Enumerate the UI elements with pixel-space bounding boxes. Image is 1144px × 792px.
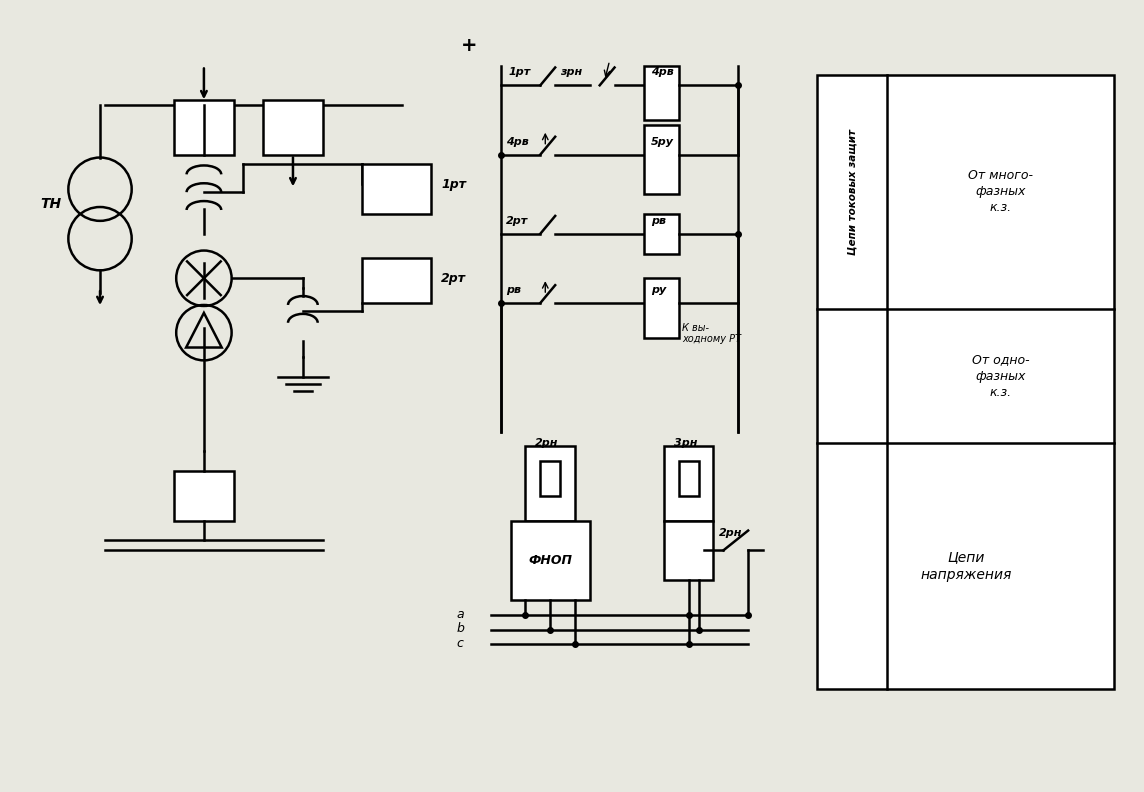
Bar (644, 125, 678, 194)
Bar (818, 75, 1114, 689)
Text: От много-
фазных
к.з.: От много- фазных к.з. (968, 169, 1033, 215)
Text: рв: рв (506, 285, 521, 295)
Bar (644, 278, 678, 337)
Bar (263, 100, 323, 154)
Text: 2рт: 2рт (506, 216, 527, 226)
Text: ру: ру (651, 285, 667, 295)
Text: Цепи токовых защит: Цепи токовых защит (847, 129, 857, 255)
Text: a: a (456, 607, 463, 621)
Text: +: + (461, 36, 478, 55)
Bar (174, 471, 233, 520)
Text: 5ру: 5ру (651, 137, 674, 147)
Bar (363, 165, 431, 214)
Text: рв: рв (651, 216, 666, 226)
Text: 4рв: 4рв (651, 67, 674, 78)
Text: ТН: ТН (41, 197, 62, 211)
Bar (510, 520, 590, 600)
Text: 2рт: 2рт (442, 272, 467, 285)
Bar (678, 461, 699, 496)
Text: b: b (456, 623, 464, 635)
Bar (540, 461, 561, 496)
Text: 3рн: 3рн (674, 439, 698, 448)
Text: Цепи
напряжения: Цепи напряжения (920, 550, 1011, 582)
Text: 1рт: 1рт (509, 67, 531, 78)
Bar (644, 66, 678, 120)
Bar (363, 258, 431, 303)
Bar (664, 447, 714, 520)
Text: 2рн: 2рн (535, 439, 558, 448)
Text: 1рт: 1рт (442, 177, 467, 191)
Text: 4рв: 4рв (506, 137, 529, 147)
Bar (644, 214, 678, 253)
Text: зрн: зрн (561, 67, 582, 78)
Text: c: c (456, 638, 463, 650)
Bar (525, 447, 575, 520)
Text: 2рн: 2рн (718, 527, 741, 538)
Text: ФНОП: ФНОП (529, 554, 572, 567)
Text: К вы-
ходному РТ: К вы- ходному РТ (682, 323, 741, 345)
Text: От одно-
фазных
к.з.: От одно- фазных к.з. (971, 353, 1030, 398)
Bar (174, 100, 233, 154)
Bar (664, 520, 714, 580)
